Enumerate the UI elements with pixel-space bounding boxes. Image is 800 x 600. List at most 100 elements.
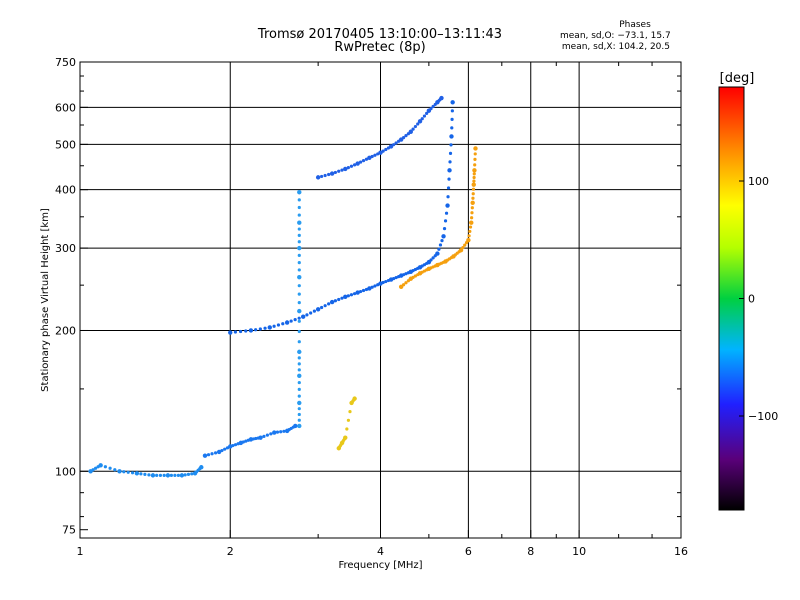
data-point [276, 323, 281, 327]
y-axis-label: Stationary phase Virtual Height [km] [40, 208, 51, 392]
data-point [364, 157, 369, 161]
data-point [94, 466, 98, 470]
data-point [470, 216, 474, 220]
data-point [297, 284, 301, 288]
data-point [416, 122, 420, 126]
data-point [297, 274, 302, 280]
x-tick-label: 2 [227, 545, 234, 558]
data-point [473, 157, 477, 161]
data-point [130, 471, 135, 475]
data-point [134, 471, 140, 476]
data-point [297, 227, 301, 231]
data-point [289, 319, 293, 323]
data-point [417, 119, 423, 124]
data-point [473, 163, 477, 167]
data-point [297, 240, 301, 244]
data-point [429, 258, 433, 262]
data-point [297, 253, 301, 257]
data-point [297, 394, 301, 398]
data-point [282, 429, 286, 433]
data-point [315, 307, 321, 312]
data-point [404, 272, 408, 276]
scatter-series-group [88, 95, 478, 478]
data-point [345, 427, 349, 431]
x-axis-label: Frequency [MHz] [338, 560, 422, 571]
data-point [346, 418, 351, 422]
data-point [238, 329, 243, 334]
data-point [108, 466, 112, 470]
data-point [381, 149, 385, 153]
data-point [176, 473, 180, 477]
data-point [244, 439, 248, 443]
data-point [297, 423, 302, 429]
data-point [470, 206, 474, 210]
data-point [297, 213, 301, 217]
data-point [279, 430, 283, 434]
data-point [223, 447, 227, 451]
data-point [447, 168, 452, 173]
data-point [329, 299, 335, 305]
data-point [297, 380, 301, 385]
data-point [431, 256, 435, 260]
data-point [297, 316, 301, 320]
data-point [373, 284, 377, 288]
data-point [468, 225, 473, 229]
data-point [349, 293, 354, 297]
data-point [297, 373, 302, 379]
chart-title-line1: Tromsø 20170405 13:10:00–13:11:43 [257, 27, 503, 42]
phases-x-stats: mean, sd,X: 104.2, 20.5 [561, 42, 670, 52]
data-point [254, 436, 258, 441]
data-point [244, 329, 248, 333]
data-point [150, 473, 156, 478]
data-point [320, 174, 324, 179]
data-point [297, 349, 302, 355]
series-f2-upper-o-trace [315, 95, 444, 180]
data-point [297, 292, 301, 296]
data-point [297, 198, 301, 202]
data-point [461, 246, 465, 250]
data-point [450, 100, 455, 105]
data-point [327, 172, 331, 177]
data-point [297, 407, 301, 411]
data-point [467, 234, 471, 238]
data-point [411, 127, 415, 131]
data-point [468, 229, 472, 234]
data-point [113, 468, 117, 472]
data-point [179, 473, 185, 478]
data-point [413, 274, 418, 278]
data-point [117, 469, 122, 474]
data-point [284, 320, 290, 325]
data-point [91, 468, 95, 472]
data-point [147, 473, 151, 477]
data-point [190, 472, 194, 476]
data-point [297, 220, 302, 225]
data-point [300, 314, 306, 319]
data-point [413, 124, 418, 129]
data-point [143, 472, 147, 476]
data-point [442, 226, 447, 231]
x-tick-label: 10 [572, 545, 586, 558]
data-point [320, 305, 324, 310]
data-point [297, 329, 301, 334]
data-point [472, 172, 476, 176]
data-point [297, 261, 301, 265]
series-f1-o-trace [228, 100, 455, 335]
data-point [422, 114, 427, 118]
data-point [404, 281, 408, 285]
data-point [447, 177, 451, 181]
y-tick-label: 100 [55, 465, 76, 478]
y-tick-label: 500 [55, 138, 76, 151]
data-point [401, 135, 406, 140]
data-point [471, 196, 475, 200]
data-point [297, 301, 301, 305]
data-point [126, 470, 130, 474]
data-point [391, 143, 396, 147]
data-point [420, 117, 424, 121]
data-point [340, 168, 344, 172]
data-point [297, 233, 301, 238]
data-point [272, 324, 276, 328]
data-point [297, 205, 301, 210]
data-point [297, 387, 301, 391]
data-point [206, 453, 211, 457]
data-point [471, 192, 475, 196]
